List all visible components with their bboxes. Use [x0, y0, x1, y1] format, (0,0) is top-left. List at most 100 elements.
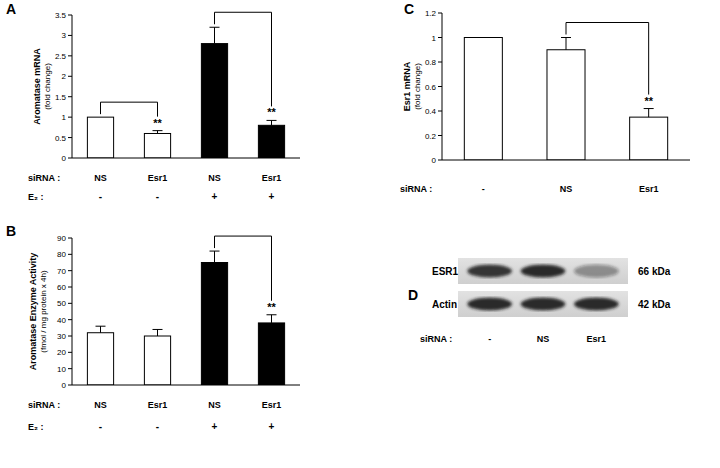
blot-strip — [458, 258, 628, 284]
tick — [68, 117, 72, 118]
error-bar — [210, 251, 220, 262]
error-cap — [96, 326, 106, 327]
tick-label: 1 — [62, 113, 67, 122]
tick-label: 0 — [62, 154, 67, 163]
band — [574, 265, 619, 278]
category-label: - — [156, 191, 159, 202]
figure: AAromatase mRNA(fold change)00.511.522.5… — [0, 0, 720, 468]
band-name: ESR1 — [432, 266, 459, 277]
error-line — [100, 326, 101, 333]
category-label: NS — [94, 400, 107, 410]
tick-label: 1 — [432, 34, 437, 43]
error-bar — [96, 326, 106, 333]
tick — [438, 13, 442, 14]
bar — [464, 38, 502, 161]
bar — [144, 336, 170, 385]
category-label: - — [99, 421, 102, 432]
lane-label: - — [488, 334, 491, 344]
tick-label: 0.5 — [55, 134, 67, 143]
tick — [438, 62, 442, 63]
tick-label: 0.4 — [425, 107, 437, 116]
tick — [68, 368, 72, 369]
bar — [201, 44, 227, 158]
error-line — [271, 315, 272, 323]
category-label: + — [269, 191, 275, 202]
tick-label: 3 — [62, 31, 67, 40]
axis-title: (fold change) — [43, 63, 52, 110]
tick — [438, 86, 442, 87]
category-label: - — [156, 421, 159, 432]
panel-label: B — [6, 223, 16, 239]
tick-label: 50 — [57, 299, 66, 308]
bar — [258, 125, 284, 158]
category-label: + — [212, 421, 218, 432]
bar — [630, 117, 668, 160]
tick-label: 30 — [57, 332, 66, 341]
panel-0: AAromatase mRNA(fold change)00.511.522.5… — [6, 1, 300, 202]
tick-label: 70 — [57, 267, 66, 276]
tick-label: 10 — [57, 365, 66, 374]
blot-strip — [458, 291, 628, 317]
error-cap — [267, 314, 277, 315]
category-label: + — [269, 421, 275, 432]
error-line — [214, 27, 215, 43]
tick — [68, 287, 72, 288]
tick-label: 2.5 — [55, 52, 67, 61]
band — [467, 265, 512, 278]
category-label: - — [482, 184, 485, 194]
panel-label: C — [404, 1, 414, 17]
tick — [68, 319, 72, 320]
marks — [87, 251, 284, 385]
panel-1: BAromatase Enzyme Activity(fmol / mg pro… — [6, 223, 300, 432]
axis-title: Aromatase mRNA — [32, 48, 42, 125]
bar — [258, 323, 284, 385]
axis-title: Esr1 mRNA — [402, 61, 412, 111]
error-cap — [644, 108, 654, 109]
error-bar — [210, 27, 220, 43]
error-bar — [153, 131, 163, 134]
background — [0, 0, 720, 468]
tick — [438, 135, 442, 136]
band-size: 42 kDa — [638, 299, 671, 310]
category-label: + — [212, 191, 218, 202]
category-label: Esr1 — [148, 173, 168, 183]
panel-2: CEsr1 mRNA(fold change)00.20.40.60.811.2… — [400, 1, 690, 194]
significance-label: ** — [153, 117, 162, 129]
significance-bracket — [215, 236, 272, 301]
significance-label: ** — [267, 106, 276, 118]
marks — [464, 38, 667, 161]
tick — [438, 37, 442, 38]
tick — [68, 76, 72, 77]
band — [521, 265, 566, 278]
error-line — [271, 120, 272, 125]
tick — [438, 111, 442, 112]
category-label: Esr1 — [262, 400, 282, 410]
tick-label: 1.5 — [55, 93, 67, 102]
error-cap — [210, 251, 220, 252]
tick — [68, 303, 72, 304]
significance-bracket — [566, 23, 649, 95]
row-label: siRNA : — [420, 334, 452, 344]
error-line — [566, 38, 567, 50]
tick — [438, 160, 442, 161]
category-label: - — [99, 191, 102, 202]
error-cap — [210, 27, 220, 28]
significance-bracket — [215, 12, 272, 106]
panel-label: D — [408, 287, 418, 303]
significance-bracket — [101, 102, 158, 116]
bar — [201, 263, 227, 386]
tick — [68, 336, 72, 337]
error-bar — [644, 109, 654, 118]
error-cap — [153, 130, 163, 131]
x-axis — [72, 158, 300, 159]
y-axis — [72, 238, 73, 385]
tick-label: 0 — [62, 381, 67, 390]
tick-label: 90 — [57, 234, 66, 243]
row-label: siRNA : — [28, 173, 60, 183]
y-axis — [72, 15, 73, 158]
tick-label: 0 — [432, 156, 437, 165]
x-axis — [72, 385, 300, 386]
category-label: NS — [208, 173, 221, 183]
x-axis — [442, 160, 690, 161]
error-cap — [561, 37, 571, 38]
